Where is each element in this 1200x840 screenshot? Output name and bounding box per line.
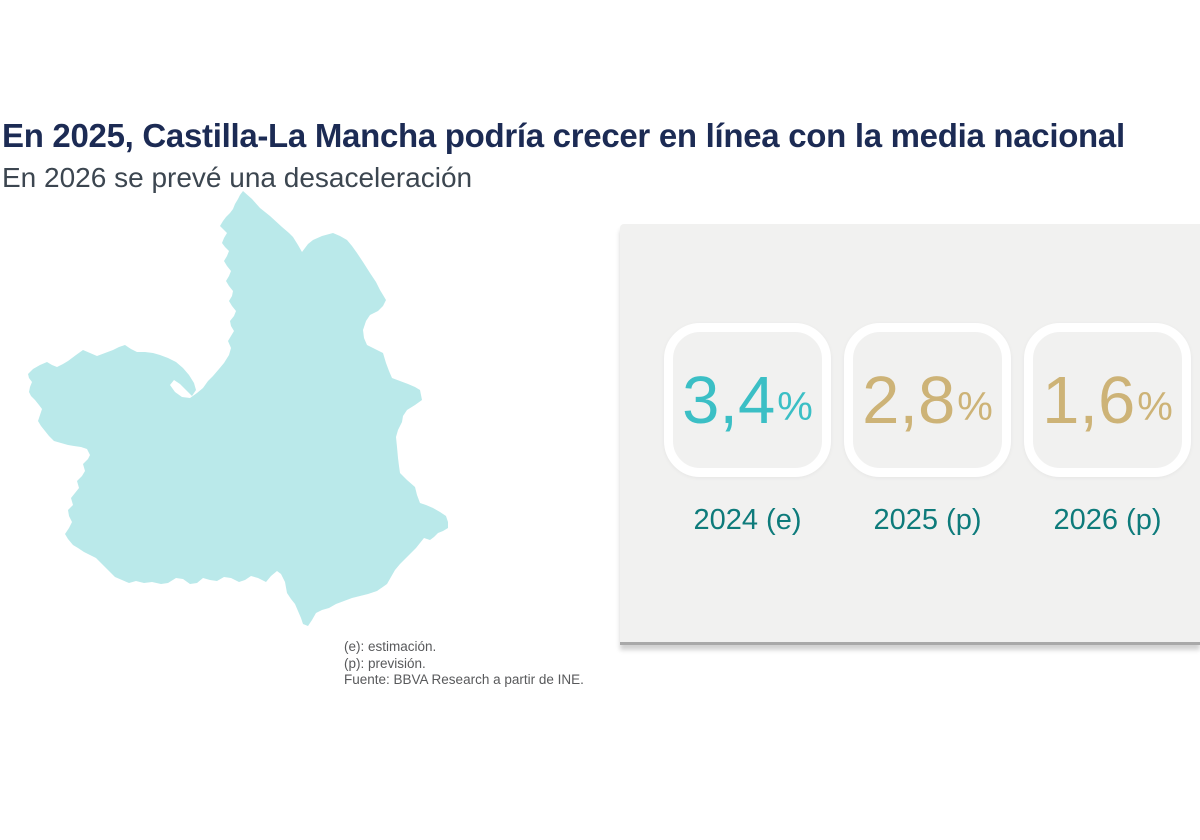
page-subtitle: En 2026 se prevé una desaceleración: [2, 162, 473, 194]
stat-unit-1: %: [957, 385, 993, 429]
stat-unit-2: %: [1137, 385, 1173, 429]
stat-year-label: 2024 (e): [693, 504, 802, 536]
footnotes: (e): estimación. (p): previsión. Fuente:…: [344, 639, 584, 689]
stat-value-2: 1,6: [1042, 362, 1136, 438]
stat-2026: 1,6 % 2026 (p): [1024, 323, 1191, 537]
stat-cards-row: 3,4 % 2024 (e) 2,8 % 2025 (p) 1,6 % 2026…: [664, 323, 1191, 537]
stat-card: 3,4 %: [664, 323, 831, 477]
footnote-estimation: (e): estimación.: [344, 639, 437, 654]
castilla-la-mancha-shape: [28, 191, 448, 626]
stat-card: 1,6 %: [1024, 323, 1191, 477]
forecast-panel: 3,4 % 2024 (e) 2,8 % 2025 (p) 1,6 % 2026…: [620, 224, 1200, 645]
stat-2024: 3,4 % 2024 (e): [664, 323, 831, 537]
stat-year-label: 2026 (p): [1053, 504, 1162, 536]
page-title: En 2025, Castilla-La Mancha podría crece…: [2, 117, 1125, 155]
footnote-source: Fuente: BBVA Research a partir de INE.: [344, 672, 584, 687]
stat-2025: 2,8 % 2025 (p): [844, 323, 1011, 537]
castilla-la-mancha-map-svg: [28, 191, 448, 626]
footnote-forecast: (p): previsión.: [344, 655, 426, 671]
stat-card: 2,8 %: [844, 323, 1011, 477]
stat-year-label: 2025 (p): [873, 504, 982, 536]
region-map: [0, 0, 500, 700]
stat-value-0: 3,4: [682, 362, 776, 438]
stat-unit-0: %: [777, 385, 813, 429]
stat-value-1: 2,8: [862, 362, 956, 438]
